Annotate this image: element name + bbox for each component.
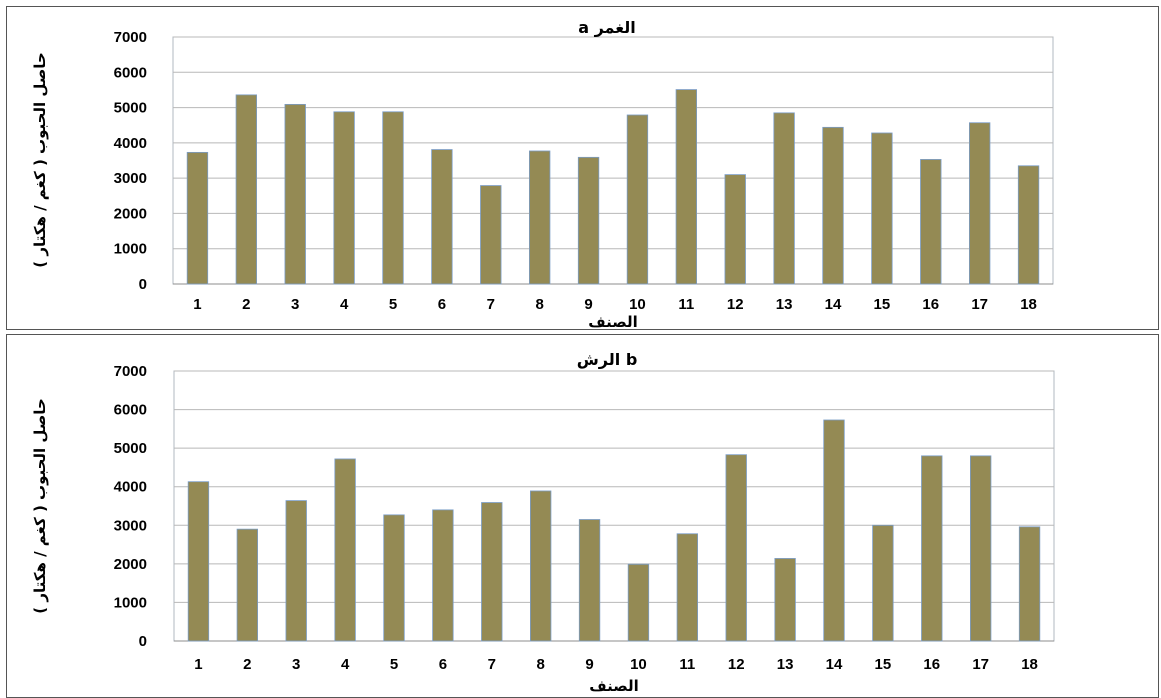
y-tick-label: 0 (139, 276, 147, 293)
bar-a-13 (773, 112, 795, 285)
bar-a-9 (577, 156, 600, 285)
bar-a-12 (724, 174, 746, 285)
bar-b-6 (432, 509, 454, 642)
bar-b-10 (627, 563, 650, 642)
x-tick-label: 6 (439, 656, 447, 673)
bar-b-14 (823, 419, 845, 642)
x-tick-label: 13 (777, 656, 794, 673)
bar-a-15 (871, 132, 893, 285)
x-tick-label: 6 (438, 296, 446, 313)
x-tick-label: 17 (971, 296, 988, 313)
bar-a-14 (822, 126, 844, 285)
bar-b-9 (578, 519, 601, 642)
bar-a-2 (235, 94, 257, 285)
bar-b-11 (676, 533, 698, 642)
x-tick-label: 3 (291, 296, 299, 313)
bar-b-8 (530, 490, 552, 642)
bar-a-3 (284, 103, 306, 285)
x-tick-label: 5 (389, 296, 397, 313)
x-tick-label: 4 (340, 296, 349, 313)
bar-b-5 (383, 514, 405, 642)
bar-b-1 (187, 481, 210, 642)
bar-b-12 (725, 454, 747, 642)
bar-a-10 (626, 114, 649, 285)
bar-b-7 (481, 502, 503, 642)
x-tick-label: 3 (292, 656, 300, 673)
bar-a-1 (186, 151, 209, 285)
y-tick-label: 3000 (114, 517, 147, 534)
x-tick-label: 1 (194, 656, 202, 673)
x-tick-label: 1 (193, 296, 201, 313)
bar-b-13 (774, 558, 796, 642)
bar-a-7 (480, 185, 502, 285)
bar-b-4 (334, 458, 356, 642)
x-tick-label: 18 (1020, 296, 1037, 313)
y-tick-label: 2000 (114, 556, 147, 573)
x-tick-label: 2 (242, 296, 250, 313)
x-tick-label: 4 (341, 656, 350, 673)
bar-a-6 (431, 149, 453, 285)
x-tick-label: 17 (972, 656, 989, 673)
y-tick-label: 7000 (114, 363, 147, 380)
y-tick-label: 6000 (114, 402, 147, 419)
chart-title: a الغمر (578, 18, 636, 37)
x-tick-label: 9 (585, 656, 593, 673)
y-tick-label: 5000 (114, 100, 147, 117)
y-tick-label: 1000 (114, 594, 147, 611)
chart-panel-a: 0 1000 2000 3000 4000 5000 6000 7000 1 2 3 4 5 6 7 8 9 10… (6, 6, 1159, 331)
x-tick-label: 12 (728, 656, 745, 673)
x-tick-label: 14 (825, 296, 842, 313)
x-tick-label: 16 (923, 656, 940, 673)
x-tick-label: 15 (875, 656, 892, 673)
bar-b-16 (921, 455, 943, 642)
y-tick-label: 4000 (114, 135, 147, 152)
bar-b-15 (872, 524, 894, 642)
chart-panel-b: 0 1000 2000 3000 4000 5000 6000 7000 1 2 3 4 5 6 7 8 9 10… (6, 334, 1159, 698)
x-tick-label: 10 (629, 296, 646, 313)
bar-a-16 (920, 159, 942, 285)
x-tick-label: 18 (1021, 656, 1038, 673)
bar-a-5 (382, 111, 404, 285)
x-tick-label: 12 (727, 296, 744, 313)
x-tick-label: 7 (488, 656, 496, 673)
bar-b-2 (236, 528, 258, 642)
y-tick-label: 4000 (114, 479, 147, 496)
x-tick-label: 11 (678, 296, 694, 313)
x-tick-label: 8 (535, 296, 543, 313)
x-tick-label: 2 (243, 656, 251, 673)
x-tick-label: 16 (922, 296, 939, 313)
bar-b-17 (970, 455, 992, 642)
x-axis-title: الصنف (589, 677, 639, 695)
y-tick-label: 1000 (114, 241, 147, 258)
x-axis-title: الصنف (588, 313, 638, 331)
y-tick-label: 2000 (114, 205, 147, 222)
x-tick-label: 13 (776, 296, 793, 313)
x-tick-label: 11 (679, 656, 695, 673)
bar-a-8 (529, 150, 551, 285)
bar-b-18 (1018, 526, 1041, 642)
y-axis-title: حاصل الحبوب ( كغم / هكتار ) (31, 398, 49, 614)
chart-title: الرش b (577, 350, 638, 369)
y-tick-label: 5000 (114, 440, 147, 457)
y-tick-label: 0 (139, 633, 147, 650)
x-tick-label: 10 (630, 656, 647, 673)
y-tick-label: 6000 (114, 64, 147, 81)
bar-b-3 (285, 500, 307, 642)
x-tick-label: 14 (826, 656, 843, 673)
x-tick-label: 8 (536, 656, 544, 673)
x-tick-label: 9 (584, 296, 592, 313)
y-axis-title: حاصل الحبوب ( كغم / هكتار ) (31, 52, 49, 268)
y-tick-label: 7000 (114, 29, 147, 46)
x-tick-label: 7 (487, 296, 495, 313)
x-tick-label: 15 (874, 296, 891, 313)
x-tick-label: 5 (390, 656, 398, 673)
bar-a-11 (675, 89, 697, 285)
bar-a-18 (1017, 165, 1040, 285)
y-tick-label: 3000 (114, 170, 147, 187)
bar-a-4 (333, 111, 355, 285)
bar-a-17 (969, 122, 991, 285)
